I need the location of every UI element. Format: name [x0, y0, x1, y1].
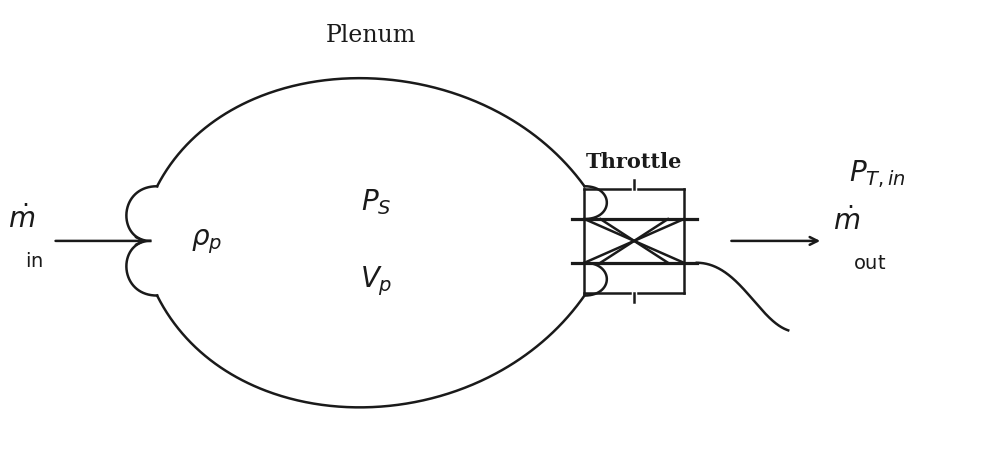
Text: Plenum: Plenum: [326, 23, 416, 46]
Text: $V_p$: $V_p$: [360, 264, 392, 298]
Text: $\dot{m}$: $\dot{m}$: [833, 207, 860, 236]
Text: $\rho_p$: $\rho_p$: [191, 227, 222, 256]
Text: $\mathrm{in}$: $\mathrm{in}$: [25, 252, 43, 271]
Text: $\dot{m}$: $\dot{m}$: [8, 205, 35, 234]
Text: Throttle: Throttle: [586, 152, 682, 172]
Text: $P_S$: $P_S$: [361, 187, 391, 216]
Text: $P_{T,in}$: $P_{T,in}$: [849, 158, 906, 190]
Text: $\mathrm{out}$: $\mathrm{out}$: [853, 254, 886, 272]
